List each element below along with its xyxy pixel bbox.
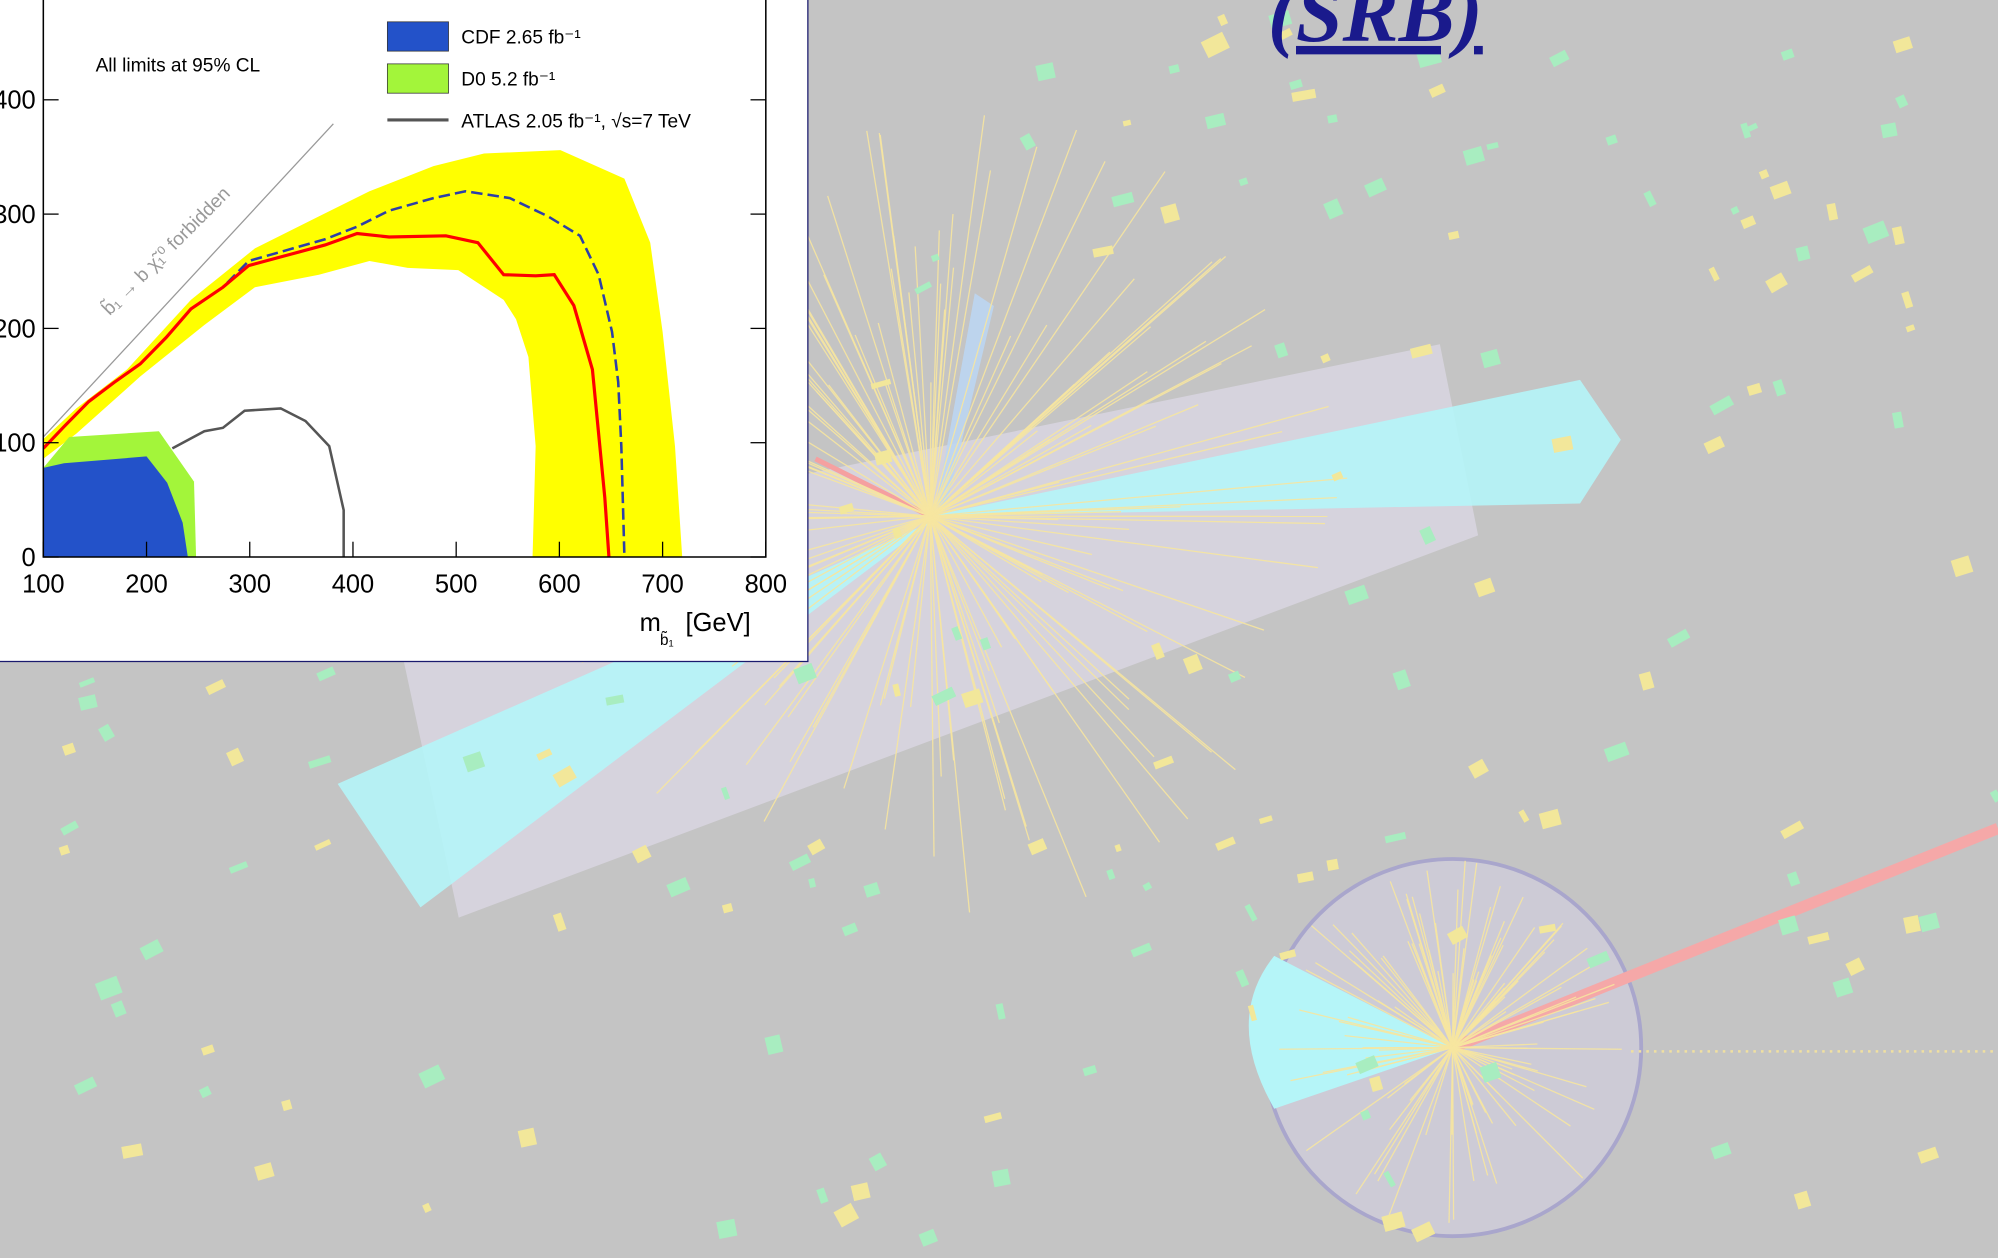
calo-cell	[1881, 122, 1898, 138]
y-tick-label: 0	[22, 544, 36, 572]
legend-label: CDF 2.65 fb⁻¹	[461, 27, 580, 48]
y-tick-label: 400	[0, 87, 36, 115]
y-tick-label: 200	[0, 315, 36, 343]
x-tick-label: 500	[435, 571, 478, 599]
x-tick-label: 700	[641, 571, 684, 599]
x-axis-label: m	[640, 609, 661, 637]
legend-label: D0 5.2 fb⁻¹	[461, 70, 555, 91]
calo-cell	[716, 1219, 737, 1239]
x-tick-label: 600	[538, 571, 581, 599]
x-tick-label: 800	[745, 571, 788, 599]
slide-title: (SRB)	[1268, 0, 1483, 60]
legend-swatch	[387, 64, 448, 93]
y-tick-label: 300	[0, 201, 36, 229]
x-tick-label: 400	[332, 571, 375, 599]
page: 1002003004005006007008000100200300400mb̃…	[0, 0, 1998, 1258]
calo-cell	[1326, 859, 1338, 871]
chart-frame	[0, 0, 808, 661]
legend-label: ATLAS 2.05 fb⁻¹, √s=7 TeV	[461, 112, 691, 133]
slide: 1002003004005006007008000100200300400mb̃…	[0, 0, 1998, 1258]
x-axis-label-sub: b̃₁	[660, 631, 674, 649]
track	[930, 382, 931, 516]
chart: 1002003004005006007008000100200300400mb̃…	[0, 0, 808, 661]
calo-cell	[1903, 915, 1921, 934]
x-axis-label-unit: [GeV]	[686, 609, 751, 637]
y-tick-label: 100	[0, 430, 36, 458]
calo-cell	[992, 1169, 1011, 1188]
annotation: All limits at 95% CL	[96, 56, 261, 77]
x-tick-label: 300	[228, 571, 271, 599]
x-tick-label: 200	[125, 571, 168, 599]
x-tick-label: 100	[22, 571, 65, 599]
legend-swatch	[387, 22, 448, 51]
